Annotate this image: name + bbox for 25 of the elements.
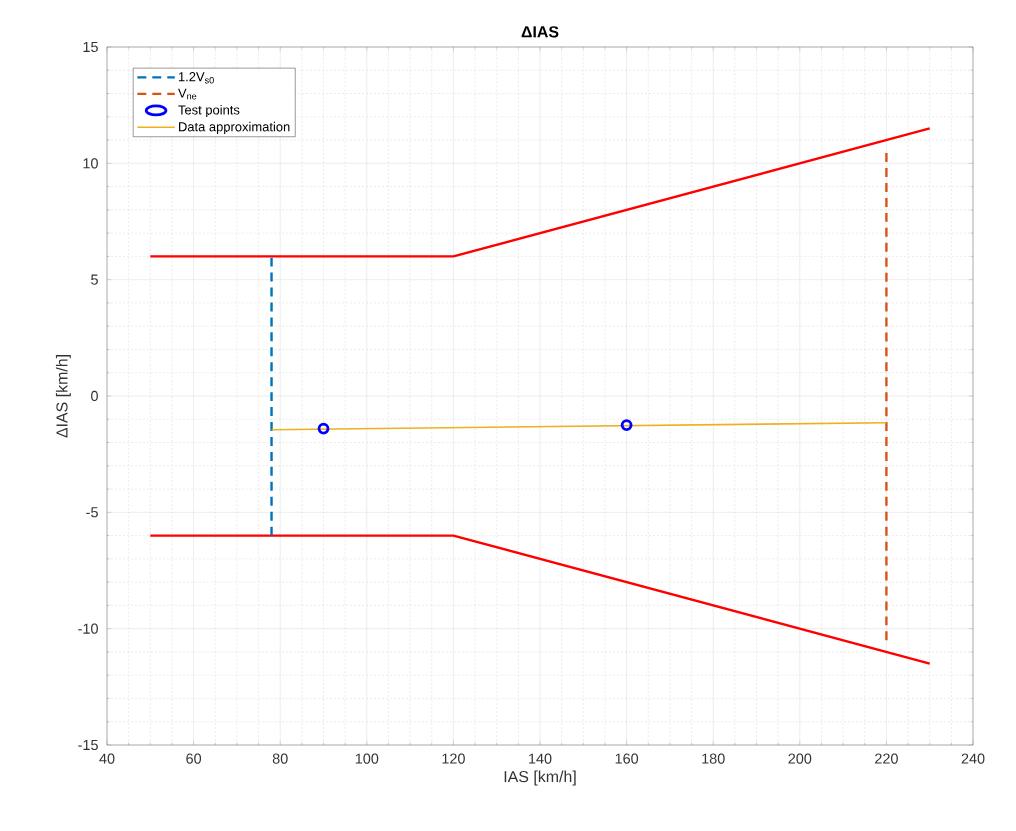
legend-label: Test points — [178, 105, 240, 118]
x-tick-label: 220 — [875, 753, 898, 764]
x-tick-label: 100 — [355, 753, 379, 764]
x-tick-label: 240 — [961, 753, 985, 764]
y-tick-label: -5 — [86, 507, 98, 518]
y-tick-label: 0 — [91, 390, 98, 402]
y-axis-title: ΔIAS [km/h] — [55, 355, 71, 438]
x-tick-label: 60 — [186, 753, 202, 764]
x-tick-label: 180 — [702, 753, 725, 764]
x-tick-label: 120 — [442, 753, 465, 764]
chart-title: ΔIAS — [521, 26, 559, 38]
y-tick-label: 5 — [91, 274, 98, 285]
y-tick-label: 15 — [83, 41, 98, 53]
legend-label: V$_{ne}$ — [178, 88, 197, 100]
x-tick-label: 80 — [272, 753, 288, 764]
legend-label: 1.2V$_{s0}$ — [178, 72, 214, 84]
x-tick-label: 40 — [99, 753, 115, 764]
x-tick-label: 200 — [788, 753, 812, 764]
y-tick-label: -10 — [78, 623, 98, 634]
x-tick-label: 160 — [615, 753, 639, 764]
legend-label: Data approximation — [179, 121, 290, 134]
x-tick-label: 140 — [529, 753, 552, 764]
y-tick-label: -15 — [78, 739, 98, 751]
x-axis-title: IAS [km/h] — [504, 770, 576, 786]
y-tick-label: 10 — [83, 158, 98, 169]
